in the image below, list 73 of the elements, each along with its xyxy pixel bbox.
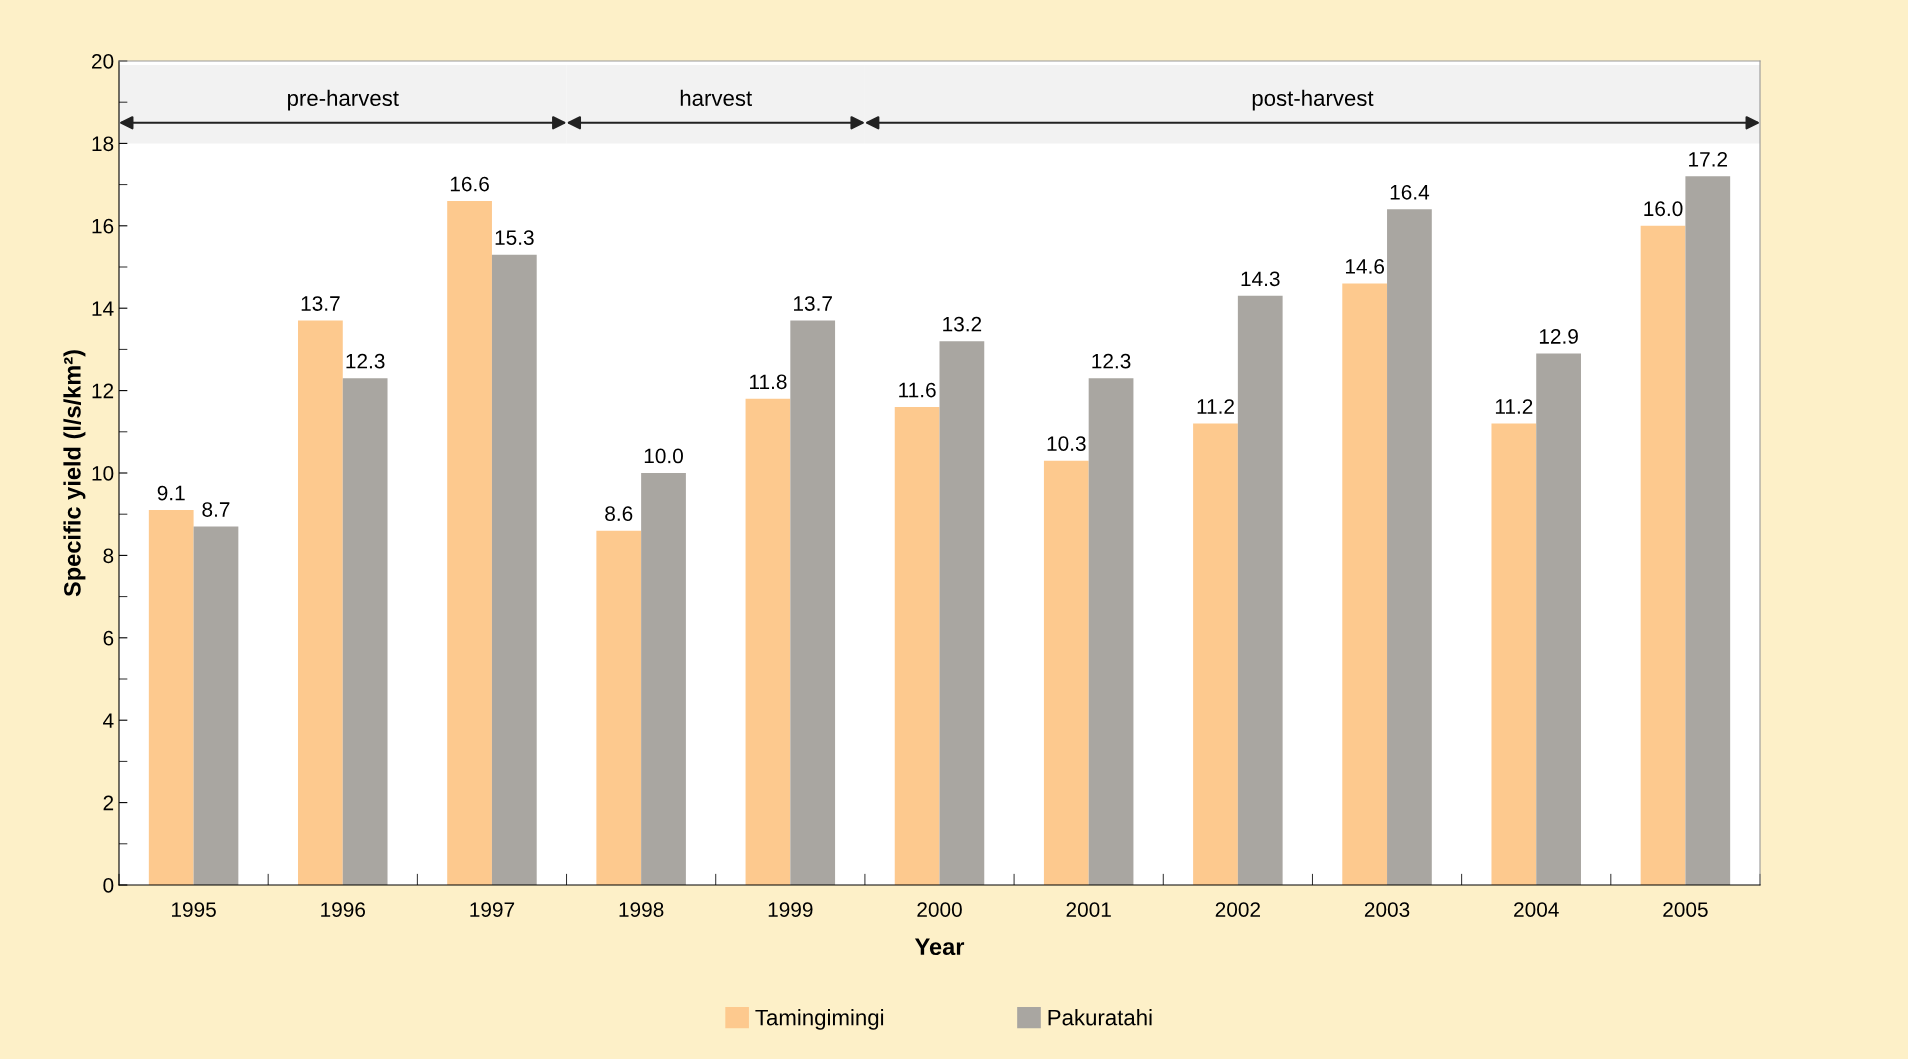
y-tick-label: 14 [92,301,114,316]
text: 13.7 [301,296,340,311]
text: 14.3 [1241,271,1280,287]
y-axis-title: Specific yield (l/s/km²) [63,350,86,597]
y-tick-label: 4 [103,713,114,728]
text: 12.3 [346,353,385,369]
y-tick-label: 18 [92,136,114,152]
x-axis-title: Year [914,938,965,956]
text: 16.6 [450,176,489,192]
x-tick-label: 2002 [1215,902,1260,917]
text: 16.4 [1390,184,1430,200]
text: 11.2 [1495,399,1533,414]
x-tick-label: 1998 [619,902,664,917]
text: 13.2 [943,316,982,332]
band-label: post-harvest [1252,89,1374,111]
bar [298,320,343,885]
x-tick-label: 2001 [1066,902,1111,917]
text: 17.2 [1689,151,1728,167]
band-label: harvest [680,89,752,107]
x-tick-label: 1997 [470,902,515,917]
text: 11.8 [750,374,787,390]
bar [1640,225,1686,885]
bar [1685,176,1731,885]
bar [1088,378,1134,885]
bar [148,510,194,885]
bar [939,341,985,885]
y-tick-label: 10 [92,466,114,481]
x-tick-label: 2000 [917,902,962,917]
text: 12.9 [1539,329,1578,344]
bar [447,201,492,885]
text: 10.0 [644,448,683,464]
text: 12.3 [1092,353,1131,369]
band-label: pre-harvest [288,89,399,111]
y-tick-label: 8 [103,548,114,564]
bar [894,407,940,885]
text: 8.7 [202,502,230,517]
bar [1536,353,1581,885]
y-tick-label: 12 [92,383,114,399]
text: 11.2 [1197,399,1234,414]
text: 8.6 [605,506,633,522]
bar [1193,423,1238,885]
y-tick-label: 20 [92,54,114,69]
x-tick-label: 2004 [1514,902,1559,917]
x-tick-label: 2003 [1364,902,1410,917]
text: 15.3 [495,230,534,245]
bar [491,254,537,885]
bar [1237,295,1283,885]
x-tick-label: 2005 [1663,902,1708,917]
text: 9.1 [157,485,185,501]
bar [1491,423,1537,885]
text: 10.3 [1047,436,1086,451]
bar [596,530,642,885]
text: 16.0 [1644,201,1683,217]
text: 11.6 [899,382,936,398]
x-tick-label: 1995 [172,902,216,917]
legend-label: Pakuratahi [1048,1009,1152,1026]
y-tick-label: 16 [92,218,114,234]
bar [342,378,388,885]
bar [1043,460,1089,885]
legend-label: Tamingimingi [755,1009,884,1030]
y-tick-label: 0 [103,878,114,893]
bar [1387,209,1432,885]
x-tick-label: 1999 [768,902,813,917]
x-tick-label: 1996 [321,902,366,917]
bar [1342,283,1388,885]
text: 13.7 [794,296,832,311]
bar [745,398,791,885]
y-tick-label: 6 [103,630,114,646]
text: 14.6 [1345,259,1385,274]
bar [641,473,686,885]
y-tick-label: 2 [103,795,114,811]
bar [193,526,239,885]
bar [790,320,836,885]
